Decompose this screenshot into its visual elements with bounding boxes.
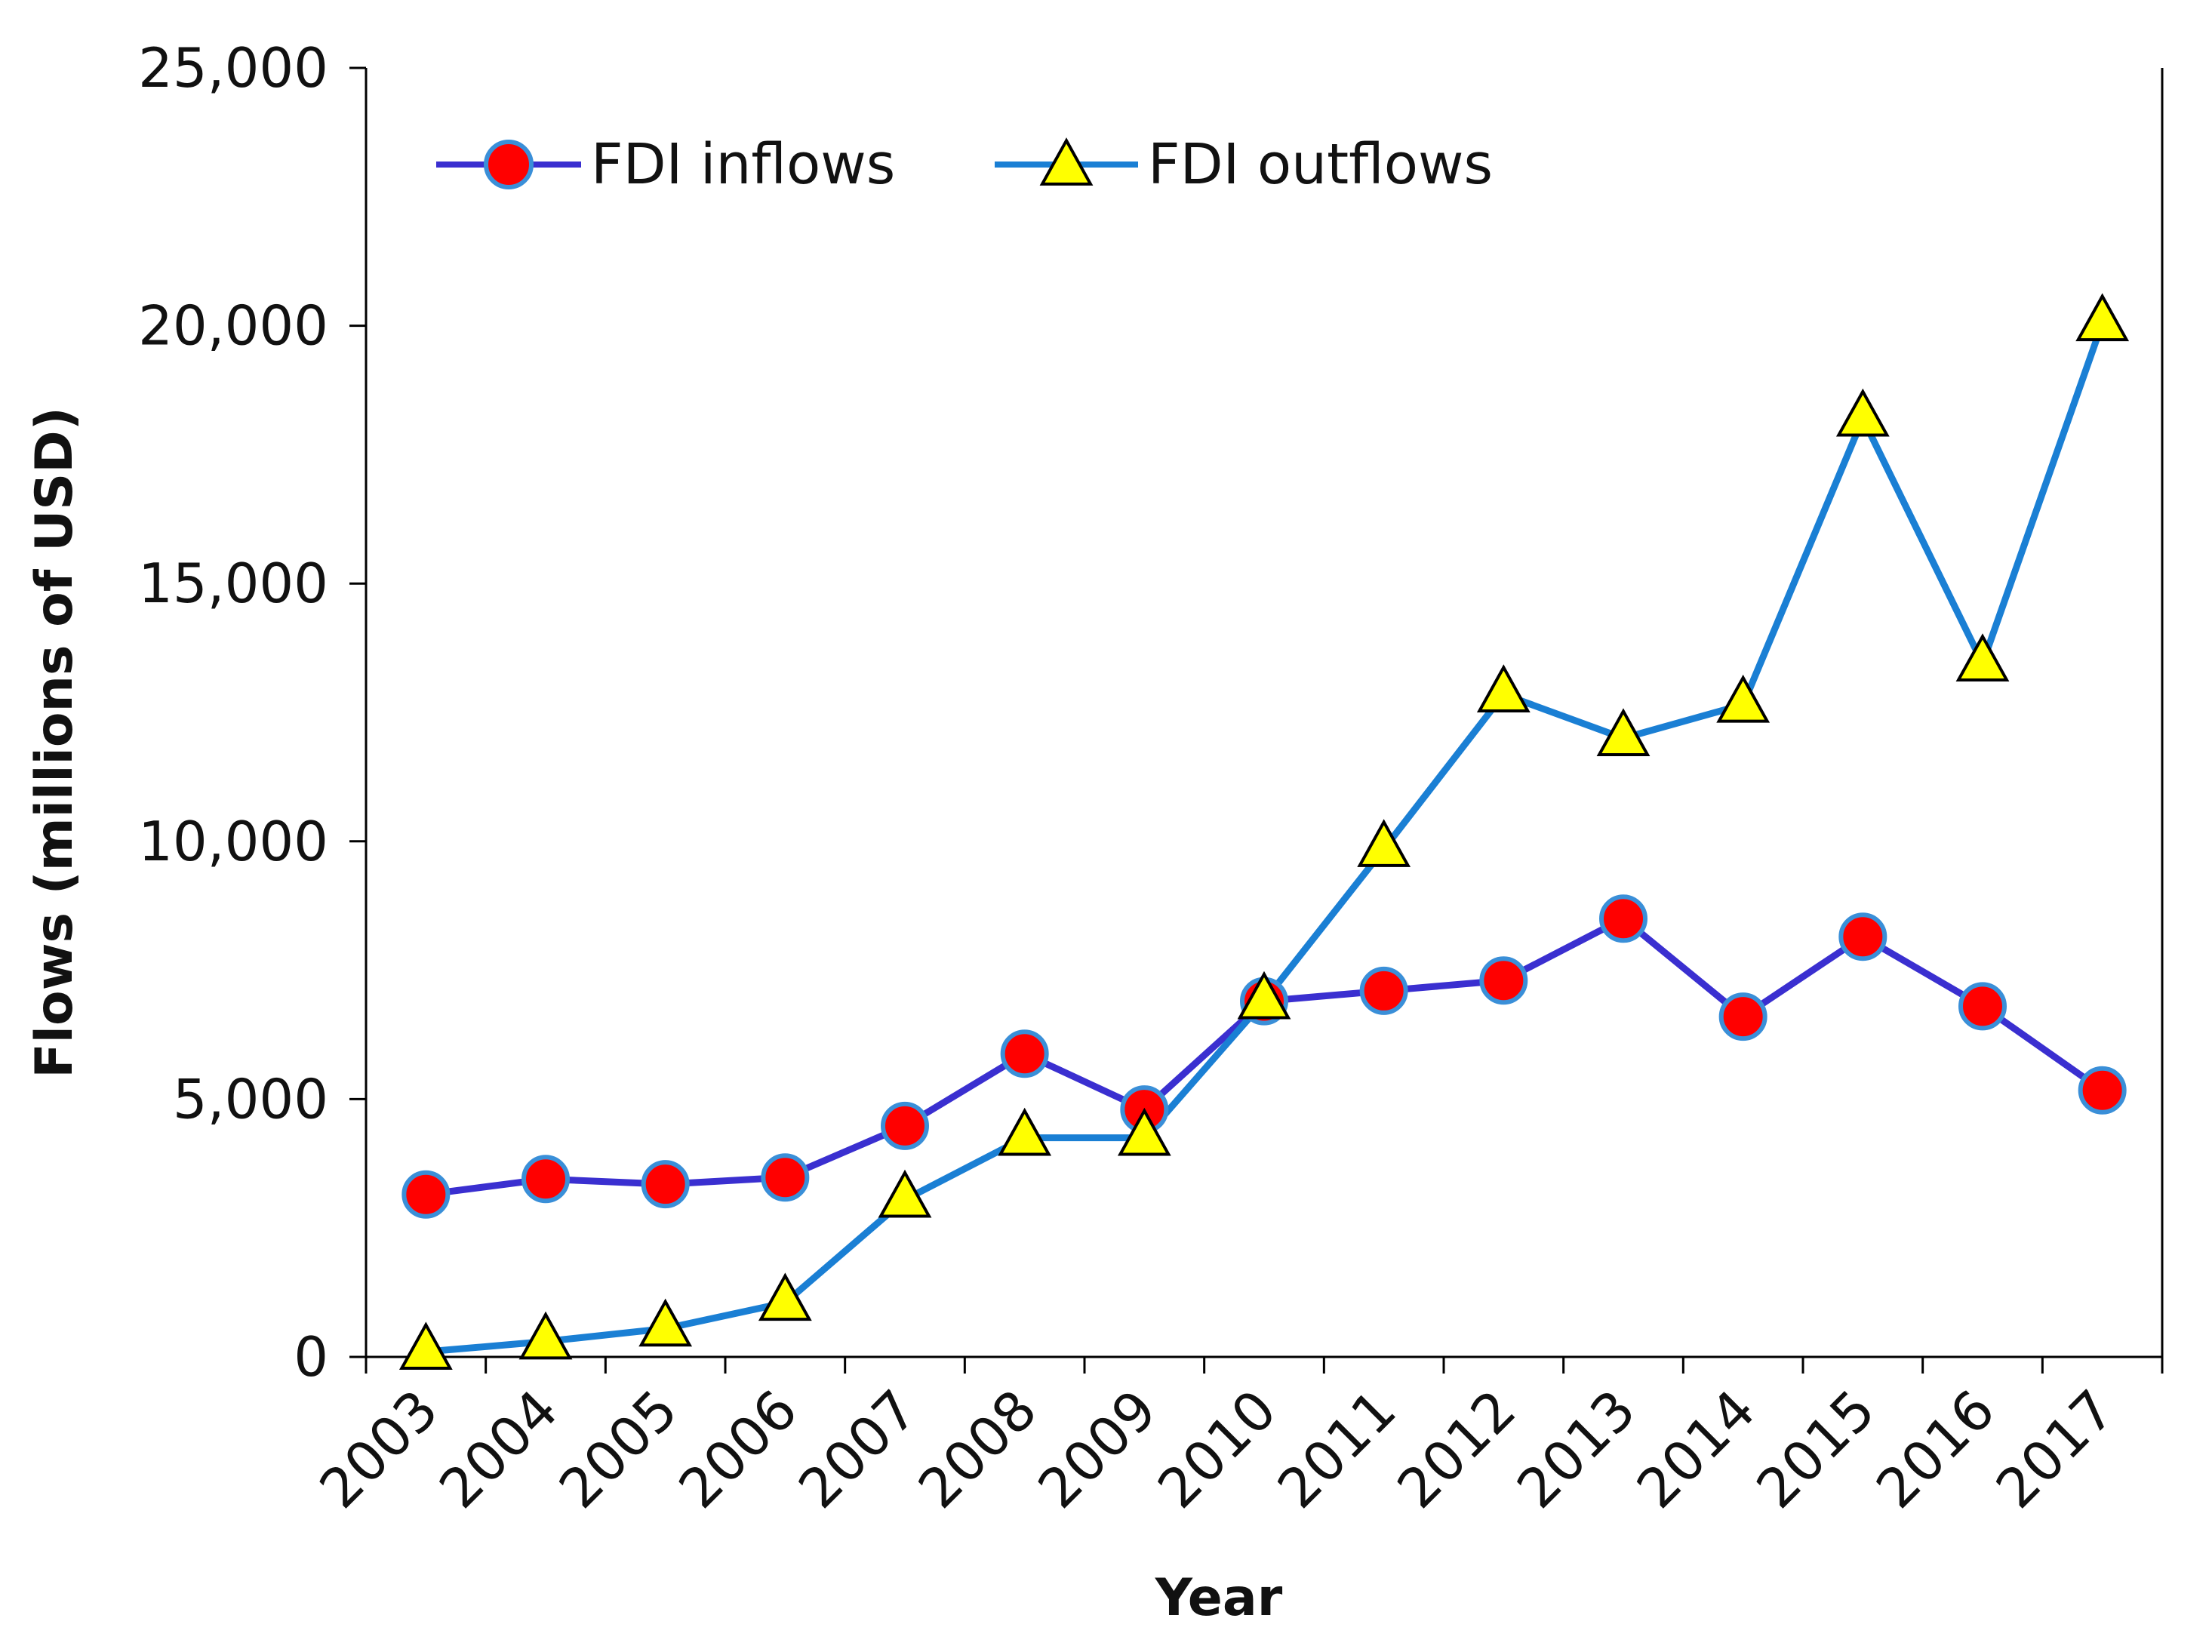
x-tick-label: 2016	[1864, 1378, 2007, 1521]
data-point-fdi-inflows	[1958, 982, 2007, 1031]
data-point-fdi-outflows	[1476, 664, 1531, 712]
data-point-fdi-inflows	[1479, 956, 1528, 1005]
y-tick-label: 15,000	[138, 552, 328, 615]
data-point-fdi-outflows	[1596, 708, 1651, 757]
x-tick-label: 2009	[1026, 1378, 1168, 1521]
x-tick-label: 2014	[1625, 1378, 1767, 1521]
x-tick-label: 2012	[1385, 1378, 1527, 1521]
data-point-fdi-inflows	[521, 1155, 570, 1204]
data-point-fdi-outflows	[998, 1107, 1052, 1156]
data-point-fdi-outflows	[1357, 819, 1411, 867]
x-tick-label: 2004	[427, 1378, 570, 1521]
data-point-fdi-inflows	[1000, 1029, 1049, 1078]
data-point-fdi-inflows	[761, 1153, 810, 1202]
data-point-fdi-outflows	[518, 1311, 573, 1360]
legend: FDI inflows FDI outflows	[436, 132, 1493, 197]
legend-label-fdi-outflows: FDI outflows	[1148, 132, 1493, 197]
x-tick-label: 2003	[307, 1378, 450, 1521]
data-point-fdi-inflows	[2078, 1066, 2127, 1115]
y-tick-label: 25,000	[138, 36, 328, 100]
data-point-fdi-inflows	[401, 1170, 451, 1219]
data-point-fdi-inflows	[641, 1160, 690, 1209]
data-point-fdi-outflows	[1955, 633, 2010, 681]
y-ticks: 0 5,000 10,000 15,000 20,000 25,000	[138, 36, 366, 1389]
x-tick-label: 2005	[547, 1378, 690, 1521]
y-tick-label: 10,000	[138, 810, 328, 873]
data-point-fdi-inflows	[1359, 966, 1408, 1015]
x-tick-label: 2011	[1266, 1378, 1408, 1521]
data-point-fdi-outflows	[1117, 1107, 1171, 1156]
data-point-fdi-outflows	[878, 1169, 932, 1218]
data-point-fdi-outflows	[1237, 971, 1291, 1020]
y-tick-label: 5,000	[173, 1067, 328, 1131]
x-ticks: 2003200420052006200720082009201020112012…	[307, 1357, 2164, 1521]
series-markers-fdi-outflows	[398, 293, 2130, 1371]
data-point-fdi-inflows	[881, 1101, 929, 1150]
y-axis-title: Flows (millions of USD)	[25, 407, 85, 1078]
x-axis-title: Year	[1155, 1568, 1283, 1628]
x-tick-label: 2008	[906, 1378, 1049, 1521]
data-point-fdi-inflows	[1838, 912, 1887, 961]
data-point-fdi-outflows	[2075, 293, 2130, 342]
x-tick-label: 2007	[786, 1378, 929, 1521]
legend-item-fdi-outflows: FDI outflows	[995, 132, 1493, 197]
x-tick-label: 2017	[1984, 1378, 2127, 1521]
legend-label-fdi-inflows: FDI inflows	[591, 132, 895, 197]
x-tick-label: 2010	[1146, 1378, 1288, 1521]
data-point-fdi-outflows	[638, 1298, 693, 1347]
x-tick-label: 2015	[1744, 1378, 1887, 1521]
series-markers-fdi-inflows	[401, 894, 2127, 1219]
y-tick-label: 20,000	[138, 294, 328, 358]
data-point-fdi-outflows	[1716, 674, 1771, 723]
data-point-fdi-outflows	[398, 1321, 453, 1371]
legend-marker-fdi-outflows	[1039, 137, 1094, 186]
legend-item-fdi-inflows: FDI inflows	[436, 132, 895, 197]
data-point-fdi-outflows	[758, 1272, 812, 1321]
legend-marker-fdi-inflows	[484, 140, 534, 189]
data-point-fdi-inflows	[1718, 992, 1767, 1041]
x-tick-label: 2013	[1505, 1378, 1647, 1521]
series-layer	[398, 293, 2130, 1371]
series-fdi-inflows	[425, 915, 2105, 1198]
x-tick-label: 2006	[666, 1378, 809, 1521]
data-point-fdi-outflows	[1835, 388, 1890, 437]
y-tick-label: 0	[294, 1325, 328, 1389]
data-point-fdi-inflows	[1599, 894, 1647, 943]
series-line-fdi-inflows	[425, 915, 2105, 1198]
